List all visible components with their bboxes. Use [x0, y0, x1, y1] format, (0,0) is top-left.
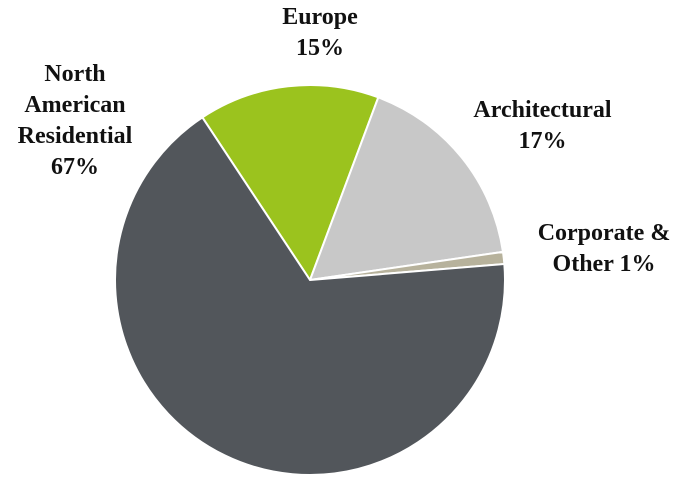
- category-label: Corporate & Other: [537, 220, 671, 277]
- pie-slice: [114, 116, 506, 476]
- value-label: 15%: [296, 35, 344, 61]
- category-label: Europe: [282, 4, 358, 30]
- slice-label: North American Residential 67%: [0, 59, 150, 183]
- value-label: 17%: [518, 128, 567, 154]
- slice-label: Architectural 17%: [445, 95, 640, 157]
- pie-slice: [200, 84, 380, 283]
- pie-slice: [308, 96, 505, 282]
- value-label: 1%: [619, 251, 656, 277]
- slice-label: Corporate & Other 1%: [515, 218, 693, 280]
- category-label: North American Residential: [17, 61, 133, 149]
- value-label: 67%: [51, 154, 99, 180]
- category-label: Architectural: [473, 97, 612, 123]
- slice-label: Europe 15%: [240, 2, 400, 64]
